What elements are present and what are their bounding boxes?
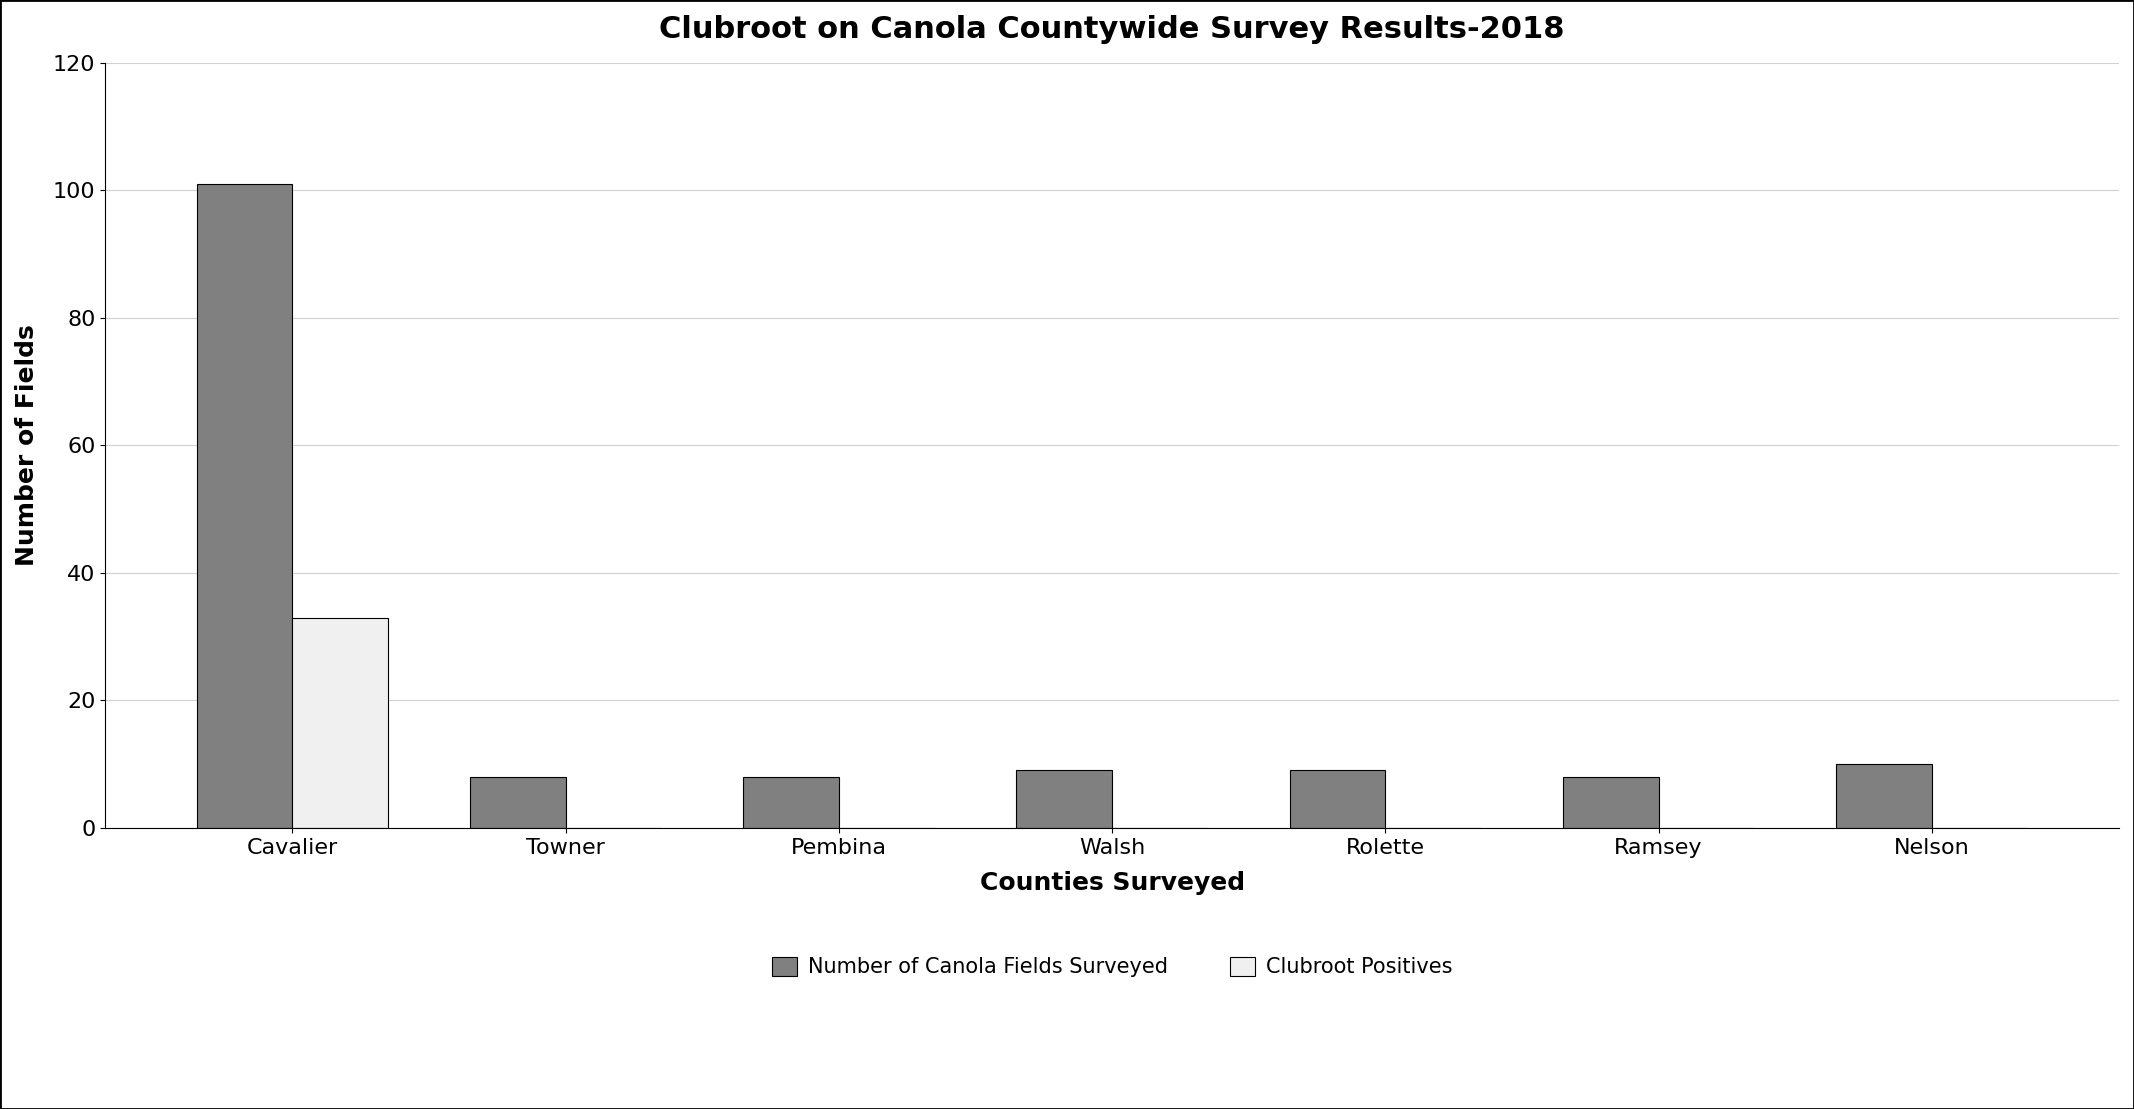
- Bar: [1016, 771, 1112, 827]
- Bar: [1835, 764, 1931, 827]
- Legend: Number of Canola Fields Surveyed, Clubroot Positives: Number of Canola Fields Surveyed, Clubro…: [764, 948, 1460, 986]
- Bar: [743, 776, 839, 827]
- Bar: [292, 618, 388, 827]
- Title: Clubroot on Canola Countywide Survey Results-2018: Clubroot on Canola Countywide Survey Res…: [659, 16, 1564, 44]
- Bar: [196, 184, 292, 827]
- Bar: [1562, 776, 1658, 827]
- X-axis label: Counties Surveyed: Counties Surveyed: [980, 872, 1244, 895]
- Bar: [1289, 771, 1385, 827]
- Bar: [469, 776, 566, 827]
- Y-axis label: Number of Fields: Number of Fields: [15, 325, 38, 567]
